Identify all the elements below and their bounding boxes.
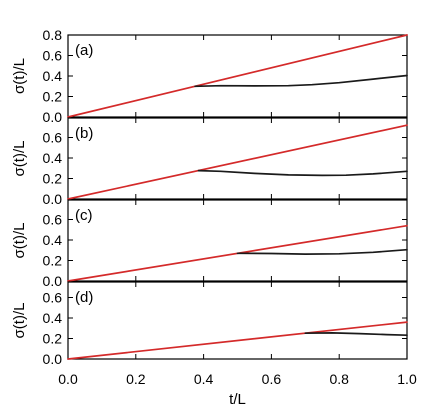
y-tick-label: 0.4 bbox=[43, 232, 63, 248]
panel-label: (b) bbox=[75, 125, 93, 142]
y-tick-label: 0.6 bbox=[43, 212, 63, 228]
black-series-line bbox=[197, 169, 408, 177]
panel-frame bbox=[67, 117, 408, 200]
y-tick-label: 0.0 bbox=[43, 191, 63, 207]
y-tick-label: 0.2 bbox=[43, 171, 63, 187]
red-series-line bbox=[67, 124, 408, 200]
y-tick-label: 0.6 bbox=[43, 48, 63, 64]
x-tick-label: 0.0 bbox=[58, 371, 78, 387]
y-tick-label: 0.2 bbox=[43, 331, 63, 347]
black-series-line bbox=[304, 332, 408, 337]
black-series-line bbox=[236, 248, 408, 255]
x-tick-label: 0.8 bbox=[329, 371, 349, 387]
y-tick-label: 0.4 bbox=[43, 68, 63, 84]
panel-label: (a) bbox=[75, 42, 93, 59]
y-tick-label: 0.2 bbox=[43, 89, 63, 105]
y-axis-title: σ(t)/L bbox=[11, 58, 28, 94]
y-tick-label: 0.4 bbox=[43, 150, 63, 166]
y-tick-label: 0.0 bbox=[43, 351, 63, 367]
x-tick-label: 0.2 bbox=[126, 371, 146, 387]
y-tick-label: 0.6 bbox=[43, 130, 63, 146]
x-tick-label: 1.0 bbox=[397, 371, 417, 387]
y-tick-label: 0.0 bbox=[43, 109, 63, 125]
panel-frame bbox=[67, 199, 408, 282]
x-axis-title: t/L bbox=[229, 391, 246, 408]
red-series-line bbox=[67, 34, 408, 118]
panel-frame bbox=[67, 281, 408, 360]
x-tick-label: 0.4 bbox=[194, 371, 214, 387]
y-tick-label: 0.0 bbox=[43, 273, 63, 289]
black-series-line bbox=[194, 74, 408, 88]
x-tick-label: 0.6 bbox=[262, 371, 282, 387]
y-tick-label: 0.2 bbox=[43, 253, 63, 269]
panel-label: (d) bbox=[75, 289, 93, 306]
y-tick-label: 0.6 bbox=[43, 290, 63, 306]
y-axis-title: σ(t)/L bbox=[11, 141, 28, 177]
y-tick-label: 0.8 bbox=[43, 27, 63, 43]
y-axis-title: σ(t)/L bbox=[11, 223, 28, 259]
panel-label: (c) bbox=[75, 207, 93, 224]
y-axis-title: σ(t)/L bbox=[11, 303, 28, 339]
red-series-line bbox=[67, 321, 408, 360]
y-tick-label: 0.4 bbox=[43, 310, 63, 326]
